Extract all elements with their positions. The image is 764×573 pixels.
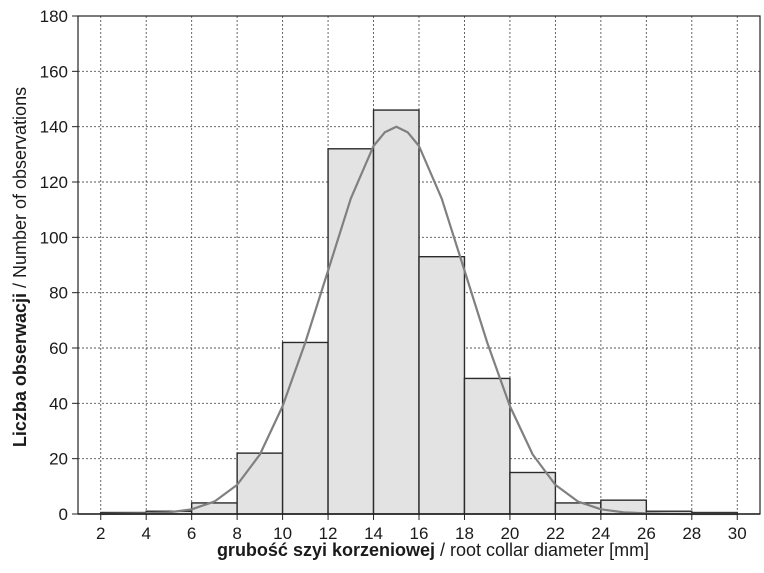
x-tick-label: 2: [96, 524, 105, 543]
x-axis-title: grubość szyi korzeniowej / root collar d…: [217, 540, 649, 560]
fit-curve: [100, 125, 738, 516]
bar-8-10: [236, 452, 284, 515]
x-tick-label: 16: [410, 524, 429, 543]
x-tick-label: 8: [232, 524, 241, 543]
y-tick-label: 100: [40, 228, 68, 247]
histogram-bars: [100, 109, 738, 515]
x-tick-label: 14: [364, 524, 383, 543]
y-tick-label: 0: [59, 505, 68, 524]
bar-14-16: [372, 109, 420, 515]
y-tick-label: 120: [40, 173, 68, 192]
y-tick-label: 40: [49, 394, 68, 413]
bar-10-12: [281, 341, 329, 515]
y-tick-label: 80: [49, 284, 68, 303]
y-tick-label: 180: [40, 7, 68, 26]
x-tick-label: 6: [187, 524, 196, 543]
y-axis-title-rest: / Number of observations: [10, 87, 30, 293]
axes: [72, 15, 761, 520]
bar-16-18: [418, 256, 466, 515]
y-tick-label: 60: [49, 339, 68, 358]
y-tick-label: 140: [40, 118, 68, 137]
x-tick-label: 12: [319, 524, 338, 543]
y-tick-label: 20: [49, 450, 68, 469]
y-axis-title: Liczba obserwacji / Number of observatio…: [10, 87, 30, 447]
x-tick-label: 26: [637, 524, 656, 543]
x-axis-title-bold: grubość szyi korzeniowej: [217, 540, 435, 560]
x-tick-label: 4: [141, 524, 150, 543]
x-axis-title-rest: / root collar diameter [mm]: [435, 540, 649, 560]
x-tick-label: 18: [455, 524, 474, 543]
x-tick-label: 24: [591, 524, 610, 543]
bar-20-22: [509, 471, 557, 515]
bar-12-14: [327, 148, 375, 515]
fit-curve-layer: [100, 125, 738, 516]
x-tick-label: 30: [728, 524, 747, 543]
y-tick-label: 160: [40, 62, 68, 81]
bar-18-20: [463, 377, 511, 515]
y-axis-title-bold: Liczba obserwacji: [10, 293, 30, 447]
bar-6-8: [190, 502, 238, 515]
bar-22-24: [554, 502, 602, 515]
x-tick-label: 20: [500, 524, 519, 543]
x-tick-label: 28: [682, 524, 701, 543]
x-tick-label: 22: [546, 524, 565, 543]
x-tick-label: 10: [273, 524, 292, 543]
